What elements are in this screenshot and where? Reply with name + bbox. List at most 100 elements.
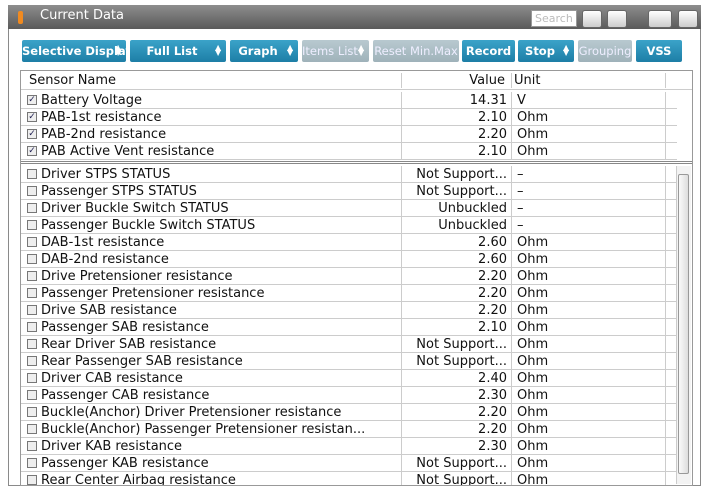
- row-line: [21, 302, 677, 319]
- search-box[interactable]: Search: [531, 10, 577, 27]
- checkbox[interactable]: [27, 441, 37, 451]
- button-label: Selective Display: [22, 44, 133, 58]
- checkbox[interactable]: [27, 288, 37, 298]
- checkbox[interactable]: [27, 237, 37, 247]
- sensor-unit: Ohm: [517, 252, 549, 267]
- column-divider: [401, 92, 402, 109]
- scroll-thumb[interactable]: [678, 174, 689, 474]
- row-line: [21, 319, 677, 336]
- toolbar-button[interactable]: Full List ▲ ▼: [130, 40, 226, 62]
- checkbox[interactable]: ✓: [27, 146, 37, 156]
- checkbox[interactable]: [27, 339, 37, 349]
- column-divider: [511, 183, 512, 200]
- row-line: [21, 353, 677, 370]
- column-header[interactable]: Sensor Name: [29, 73, 117, 88]
- button-label: Graph: [238, 44, 278, 58]
- checkbox[interactable]: [27, 322, 37, 332]
- row-line: [21, 251, 677, 268]
- search-icon[interactable]: [582, 10, 602, 28]
- checkbox[interactable]: [27, 186, 37, 196]
- toolbar-button[interactable]: VSS: [636, 40, 682, 62]
- column-divider: [665, 319, 666, 336]
- column-divider: [401, 319, 402, 336]
- save-icon[interactable]: [678, 10, 698, 28]
- column-divider: [665, 268, 666, 285]
- sensor-name: Buckle(Anchor) Driver Pretensioner resis…: [41, 405, 342, 420]
- column-divider: [665, 285, 666, 302]
- column-divider: [511, 353, 512, 370]
- checkbox[interactable]: ✓: [27, 95, 37, 105]
- toolbar-button[interactable]: Selective Display ▲ ▼: [22, 40, 133, 62]
- toolbar-button: Grouping: [578, 40, 632, 62]
- row-line: [21, 455, 677, 472]
- checkbox[interactable]: [27, 458, 37, 468]
- column-divider: [665, 472, 666, 485]
- checkbox[interactable]: [27, 305, 37, 315]
- checkbox[interactable]: [27, 220, 37, 230]
- sensor-value: 2.20: [478, 127, 507, 142]
- toolbar-button[interactable]: Stop ▲ ▼: [518, 40, 574, 62]
- sensor-name: Driver STPS STATUS: [41, 167, 171, 182]
- sensor-unit: Ohm: [517, 473, 549, 486]
- column-divider: [401, 404, 402, 421]
- button-label: Reset Min.Max: [374, 44, 458, 58]
- column-divider: [665, 404, 666, 421]
- sensor-unit: Ohm: [517, 235, 549, 250]
- sensor-name: Driver Buckle Switch STATUS: [41, 201, 229, 216]
- column-divider: [401, 370, 402, 387]
- sensor-unit: –: [517, 218, 524, 233]
- row-line: [21, 200, 677, 217]
- sensor-unit: Ohm: [517, 456, 549, 471]
- sensor-name: DAB-1st resistance: [41, 235, 165, 250]
- checkbox[interactable]: [27, 203, 37, 213]
- column-divider: [511, 319, 512, 336]
- column-header[interactable]: Value: [469, 73, 505, 88]
- column-divider: [401, 455, 402, 472]
- sensor-unit: Ohm: [517, 110, 549, 125]
- column-divider: [511, 370, 512, 387]
- column-divider: [665, 353, 666, 370]
- sensor-value: Not Support...: [416, 184, 507, 199]
- sensor-name: Rear Center Airbag resistance: [41, 473, 236, 486]
- sensor-name: Driver CAB resistance: [41, 371, 183, 386]
- column-divider: [401, 126, 402, 143]
- list-icon[interactable]: [607, 10, 627, 28]
- sensor-value: Not Support...: [416, 473, 507, 486]
- column-divider: [511, 438, 512, 455]
- sensor-name: Passenger SAB resistance: [41, 320, 209, 335]
- checkbox[interactable]: [27, 390, 37, 400]
- checkbox[interactable]: ✓: [27, 129, 37, 139]
- checkbox[interactable]: [27, 407, 37, 417]
- checkbox[interactable]: [27, 254, 37, 264]
- column-divider: [665, 370, 666, 387]
- column-divider: [511, 251, 512, 268]
- sensor-name: Drive Pretensioner resistance: [41, 269, 233, 284]
- checkbox[interactable]: [27, 475, 37, 485]
- sensor-unit: Ohm: [517, 144, 549, 159]
- sensor-name: DAB-2nd resistance: [41, 252, 169, 267]
- title-icon: [18, 11, 23, 24]
- checkbox[interactable]: ✓: [27, 112, 37, 122]
- sensor-unit: –: [517, 184, 524, 199]
- sensor-name: Rear Driver SAB resistance: [41, 337, 217, 352]
- checkbox[interactable]: [27, 271, 37, 281]
- checkbox[interactable]: [27, 424, 37, 434]
- column-divider: [401, 421, 402, 438]
- sensor-value: Not Support...: [416, 354, 507, 369]
- sensor-value: 14.31: [469, 93, 507, 108]
- sensor-name: PAB-1st resistance: [41, 110, 162, 125]
- sensor-name: Passenger KAB resistance: [41, 456, 209, 471]
- battery-icon[interactable]: [648, 10, 672, 28]
- column-divider: [665, 183, 666, 200]
- toolbar-button[interactable]: Record: [462, 40, 515, 62]
- column-divider: [511, 404, 512, 421]
- button-label: Stop: [525, 44, 555, 58]
- checkbox[interactable]: [27, 169, 37, 179]
- column-header[interactable]: Unit: [514, 73, 541, 88]
- checkbox[interactable]: [27, 373, 37, 383]
- toolbar-button[interactable]: Graph ▲ ▼: [230, 40, 298, 62]
- button-label: Full List: [146, 44, 198, 58]
- column-divider: [665, 302, 666, 319]
- checkbox[interactable]: [27, 356, 37, 366]
